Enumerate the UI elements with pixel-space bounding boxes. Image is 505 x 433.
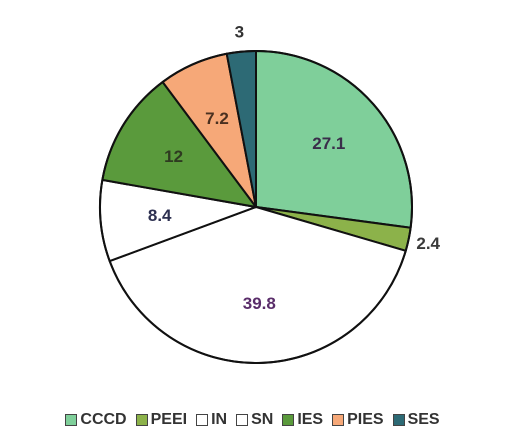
slice-label-in: 8.4 xyxy=(148,206,172,225)
pie-chart: 27.1 2.4 39.8 8.4 12 7.2 3 xyxy=(99,22,441,364)
slice-label-peei: 2.4 xyxy=(416,234,440,253)
legend-swatch xyxy=(236,414,249,426)
legend-label: SN xyxy=(251,411,274,428)
legend-label: PIES xyxy=(347,411,384,428)
slice-label-ses: 3 xyxy=(235,22,244,41)
legend-swatch xyxy=(332,414,345,426)
legend-swatch xyxy=(65,414,78,426)
legend-swatch xyxy=(196,414,209,426)
legend-item-ies: IES xyxy=(282,411,323,429)
legend-label: IN xyxy=(211,411,228,428)
legend-label: CCCD xyxy=(80,411,127,428)
legend-item-ses: SES xyxy=(392,411,440,429)
legend-item-pies: PIES xyxy=(332,411,384,429)
chart-legend: CCCD PEEI IN SN IES PIES SES xyxy=(0,408,505,432)
legend-label: IES xyxy=(297,411,324,428)
legend-item-sn: SN xyxy=(236,411,273,429)
slice-label-cccd: 27.1 xyxy=(312,134,345,153)
pie-outline xyxy=(99,50,413,364)
legend-swatch xyxy=(135,414,148,426)
slice-label-ies: 12 xyxy=(164,147,183,166)
legend-swatch xyxy=(392,414,405,426)
legend-item-cccd: CCCD xyxy=(65,411,127,429)
legend-swatch xyxy=(282,414,295,426)
legend-label: SES xyxy=(407,411,440,428)
legend-label: PEEI xyxy=(150,411,188,428)
slice-label-pies: 7.2 xyxy=(205,109,229,128)
legend-item-peei: PEEI xyxy=(135,411,188,429)
slice-label-sn: 39.8 xyxy=(243,294,276,313)
legend-item-in: IN xyxy=(196,411,227,429)
